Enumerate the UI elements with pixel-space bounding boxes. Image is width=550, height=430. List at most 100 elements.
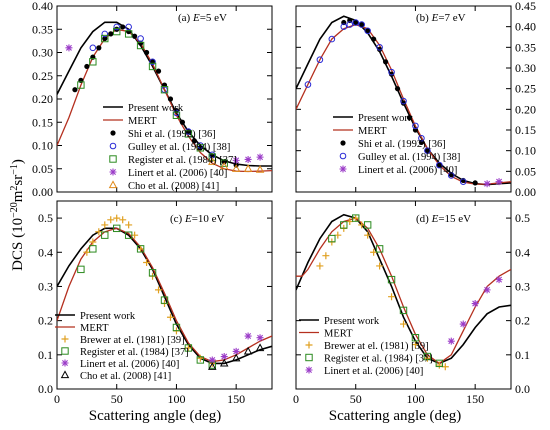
register-point xyxy=(160,86,169,94)
panel-id: (d) xyxy=(416,213,432,225)
brewer-point xyxy=(143,259,151,267)
shi-point xyxy=(143,49,150,56)
y-tick-label: 0.0 xyxy=(515,382,530,396)
register-point xyxy=(375,245,384,253)
linert-point xyxy=(244,332,252,340)
x-tick-label: 0 xyxy=(54,392,60,406)
legend-marker-swatch xyxy=(110,130,116,136)
brewer-point xyxy=(364,231,372,239)
y-tick-label: 0.45 xyxy=(515,0,536,13)
x-tick-label: 50 xyxy=(350,392,362,406)
shi-point xyxy=(84,63,90,70)
legend-marker-swatch xyxy=(109,155,117,163)
x-axis-label-right: Scattering angle (deg) xyxy=(329,408,461,424)
shi-point xyxy=(377,46,383,53)
legend-marker-swatch xyxy=(339,152,347,160)
x-tick-label: 100 xyxy=(167,392,185,406)
y-tick-label: 0.10 xyxy=(515,144,536,158)
y-tick-label: 0.4 xyxy=(515,245,530,259)
y-axis-label: DCS (10−20m2sr−1) xyxy=(9,159,27,271)
linert-point xyxy=(483,286,491,294)
register-point xyxy=(113,224,121,233)
cho_black-point xyxy=(231,353,241,362)
legend-entry-gulley: Gulley et al. (1994) [38] xyxy=(128,142,230,153)
register-point xyxy=(89,245,97,253)
chart-panel-1: 0.00 0.05 0.10 0.15 0.20 0.25 0.30 0.35 0.40 (a) … xyxy=(32,0,273,199)
x-tick-label: 0 xyxy=(293,392,299,406)
register-point xyxy=(423,352,432,361)
linert-point xyxy=(447,337,455,345)
register-point xyxy=(113,27,121,36)
brewer-point xyxy=(411,341,419,349)
panel-data xyxy=(296,15,511,188)
y-label-part: ) xyxy=(10,159,26,164)
register-point xyxy=(387,275,396,284)
shi-point xyxy=(371,36,377,42)
gulley-point xyxy=(388,68,395,76)
y-label-superscript: −20 xyxy=(9,202,20,218)
register-point xyxy=(435,359,444,368)
brewer-point xyxy=(155,286,163,294)
panel-id: (b) xyxy=(416,12,432,24)
shi-point xyxy=(353,19,359,26)
shi-point xyxy=(120,24,126,30)
y-tick-label: 0.2 xyxy=(515,314,530,328)
y-tick-label: 0.00 xyxy=(515,185,536,199)
energy-symbol: E xyxy=(431,213,439,225)
brewer-point xyxy=(400,320,407,328)
cho_black-point xyxy=(255,343,265,352)
gulley-point xyxy=(459,178,467,185)
register-point xyxy=(101,34,109,43)
y-tick-label: 0.25 xyxy=(515,82,536,96)
brewer-point xyxy=(388,293,396,301)
linert-point xyxy=(256,153,264,161)
register-point xyxy=(77,265,85,274)
y-label-part: sr xyxy=(10,175,26,186)
gulley-point xyxy=(149,58,156,66)
legend-entry-cho: Cho et al. (2008) [41] xyxy=(128,181,219,192)
shi-point xyxy=(359,22,365,28)
linert-point xyxy=(483,180,491,188)
register-point xyxy=(208,153,216,161)
linert-point xyxy=(232,156,240,164)
legend: Present work MERT Shi et al. (1992) [36] Gu… xyxy=(333,113,460,176)
y-tick-label: 0.3 xyxy=(38,279,53,293)
cho_black-point xyxy=(219,358,229,367)
legend-entry-linert: Linert et al. (2006) [40] xyxy=(358,165,457,176)
brewer-point xyxy=(352,214,360,222)
gulley-point xyxy=(364,27,371,35)
y-label-part: DCS (10 xyxy=(10,218,26,271)
cho-point xyxy=(243,164,253,172)
chart-panel-3: 0 50 100 150 0.0 0.1 0.2 0.3 0.4 0.5 (c) E=10 eV Pr… xyxy=(38,200,273,406)
register-point xyxy=(363,221,372,229)
legend-entry-present: Present work xyxy=(128,103,184,114)
shi-point xyxy=(191,138,197,144)
brewer-point xyxy=(101,221,109,229)
x-tick-label: 50 xyxy=(111,392,123,406)
legend-entry-shi: Shi et al. (1992) [36] xyxy=(128,129,216,140)
register-point xyxy=(328,234,336,243)
legend-entry-linert: Linert et al. (2006) [40] xyxy=(324,366,423,377)
brewer-point xyxy=(137,245,145,253)
y-tick-label: 0.1 xyxy=(38,348,53,362)
brewer-point xyxy=(125,221,133,229)
shi-point xyxy=(406,115,413,121)
mert-line xyxy=(296,217,511,365)
energy-symbol: E xyxy=(431,12,439,24)
shi-point xyxy=(179,119,186,125)
gulley-point xyxy=(346,21,354,28)
panel-label: (b) E=7 eV xyxy=(416,12,466,24)
register-point xyxy=(160,296,169,304)
panels-group: 0.000.050.100.150.200.250.300.350.40(a) … xyxy=(32,0,536,406)
panel-id: (a) xyxy=(178,12,193,24)
brewer-point xyxy=(435,361,443,369)
x-axis-label-left: Scattering angle (deg) xyxy=(89,408,221,424)
shi-point xyxy=(382,59,389,65)
linert-point xyxy=(232,347,240,355)
x-tick-label: 150 xyxy=(466,392,484,406)
register-point xyxy=(184,344,193,352)
gulley-point xyxy=(352,19,360,26)
legend-entry-cho_black: Cho et al. (2008) [41] xyxy=(80,371,171,382)
